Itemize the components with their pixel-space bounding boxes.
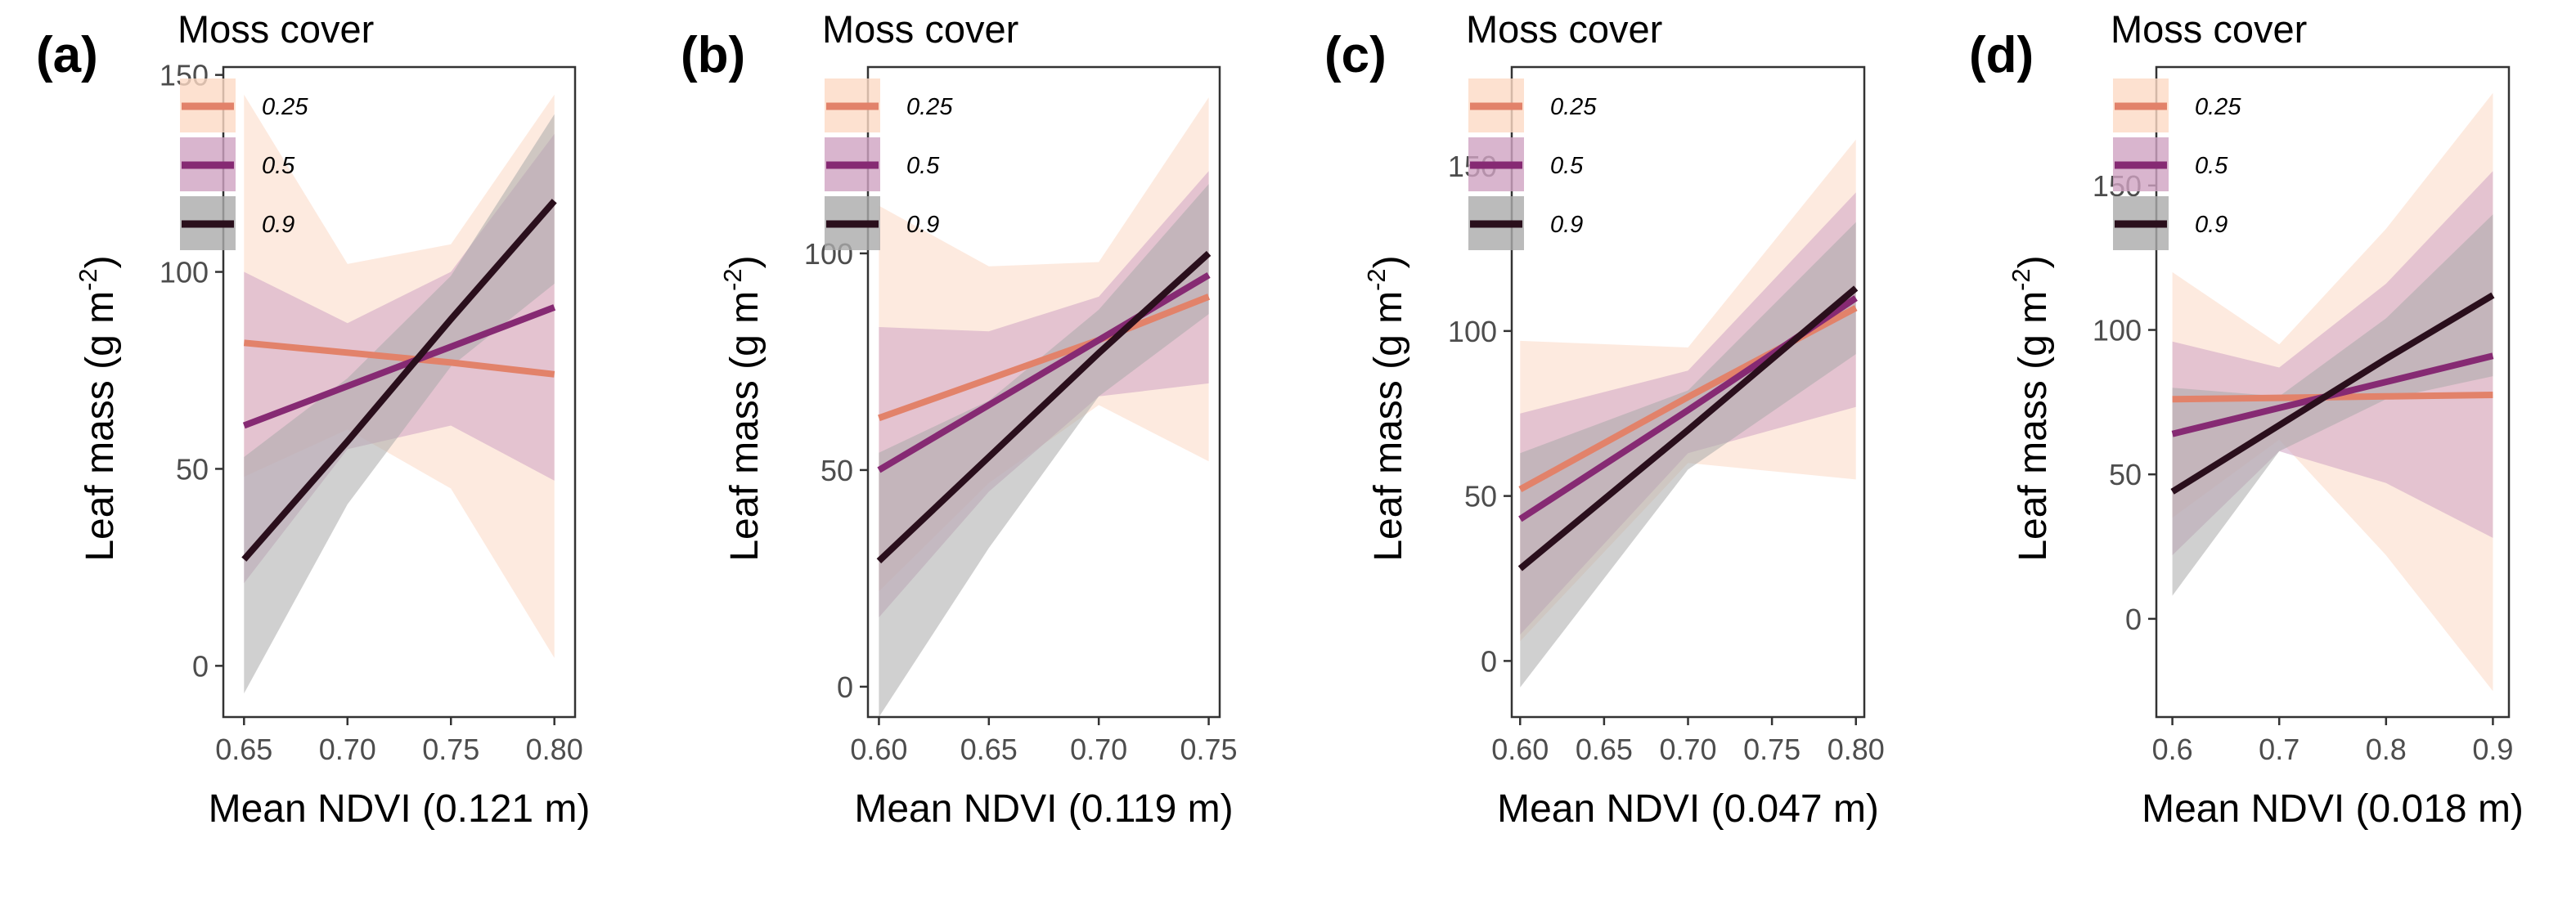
y-tick-label: 100	[2093, 314, 2142, 347]
y-axis-title: Leaf mass (g m-2)	[74, 255, 122, 561]
x-tick-label: 0.65	[960, 733, 1018, 766]
series-line-0.25	[878, 294, 1211, 422]
y-tick-label: 0	[192, 649, 209, 683]
plot-frame	[2155, 65, 2511, 719]
legend-title: Moss cover	[178, 7, 374, 51]
x-tick-label: 0.75	[1180, 733, 1238, 766]
legend-label-0.25: 0.25	[1550, 94, 1597, 120]
x-tick-label: 0.70	[1659, 733, 1716, 766]
panel-label: (b)	[681, 27, 745, 83]
panel-label: (d)	[1969, 27, 2034, 83]
series-line-0.9	[1517, 285, 1859, 572]
plot-frame	[866, 65, 1221, 719]
x-tick-label: 0.70	[319, 733, 376, 766]
legend-label-0.5: 0.5	[906, 153, 940, 179]
y-axis-title-close: )	[79, 255, 122, 268]
x-tick-label: 0.75	[422, 733, 479, 766]
y-axis-title-superscript: -2	[1362, 268, 1391, 291]
y-tick-label: 0	[837, 670, 853, 704]
x-tick-label: 0.9	[2472, 733, 2513, 766]
legend-label-0.9: 0.9	[906, 212, 939, 238]
y-axis-title-text: Leaf mass (g m	[79, 291, 122, 562]
y-tick-label: 50	[820, 454, 853, 487]
y-tick-label: 100	[1448, 315, 1497, 348]
legend-title: Moss cover	[822, 7, 1018, 51]
legend-title: Moss cover	[1466, 7, 1662, 51]
y-tick-label: 50	[1464, 480, 1497, 513]
legend-label-0.25: 0.25	[262, 94, 308, 120]
x-tick-label: 0.65	[215, 733, 272, 766]
series-line-0.25	[243, 339, 555, 378]
series-line-0.9	[241, 199, 557, 562]
x-axis-title: Mean NDVI (0.119 m)	[854, 787, 1233, 831]
legend-label-0.9: 0.9	[2195, 212, 2228, 238]
y-axis-title-superscript: -2	[718, 268, 747, 291]
plot-area	[241, 94, 557, 694]
y-axis-title-text: Leaf mass (g m	[1367, 291, 1410, 562]
panel-label: (a)	[36, 27, 98, 83]
legend-label-0.25: 0.25	[906, 94, 953, 120]
legend-title: Moss cover	[2111, 7, 2307, 51]
x-axis-title: Mean NDVI (0.018 m)	[2142, 787, 2524, 831]
x-tick-label: 0.80	[526, 733, 583, 766]
y-axis-title-close: )	[2012, 255, 2055, 268]
legend-label-0.5: 0.5	[1550, 153, 1584, 179]
ribbon-0.9	[879, 184, 1209, 717]
legend: Moss cover 0.25 0.5 0.9	[178, 7, 374, 250]
legend-label-0.5: 0.5	[2195, 153, 2228, 179]
y-axis-title-superscript: -2	[74, 268, 102, 291]
series-line-0.5	[242, 304, 556, 429]
x-tick-label: 0.8	[2366, 733, 2407, 766]
plot-frame	[222, 65, 577, 719]
y-tick-label: 0	[1481, 644, 1497, 678]
series-line-0.9	[876, 250, 1212, 564]
panel-label: (c)	[1324, 27, 1387, 83]
legend-label-0.5: 0.5	[262, 153, 295, 179]
plot-area	[2170, 92, 2495, 692]
ribbon-0.9	[1520, 222, 1856, 688]
legend: Moss cover 0.25 0.5 0.9	[822, 7, 1018, 250]
legend: Moss cover 0.25 0.5 0.9	[2111, 7, 2307, 250]
y-tick-label: 50	[2109, 458, 2142, 491]
y-axis-title-text: Leaf mass (g m	[723, 291, 767, 562]
legend-label-0.25: 0.25	[2195, 94, 2241, 120]
y-tick-label: 100	[160, 256, 209, 289]
x-tick-label: 0.80	[1827, 733, 1885, 766]
y-axis-title: Leaf mass (g m-2)	[2007, 255, 2055, 561]
x-tick-label: 0.60	[1491, 733, 1549, 766]
y-axis-title: Leaf mass (g m-2)	[1362, 255, 1410, 561]
ribbon-0.9	[244, 114, 555, 694]
x-tick-label: 0.60	[850, 733, 907, 766]
y-axis-title-text: Leaf mass (g m	[2012, 291, 2055, 562]
y-axis-title-close: )	[723, 255, 767, 268]
plot-area	[1517, 139, 1859, 688]
plot-area	[876, 97, 1212, 717]
x-axis-title: Mean NDVI (0.047 m)	[1497, 787, 1879, 831]
x-tick-label: 0.70	[1070, 733, 1127, 766]
legend: Moss cover 0.25 0.5 0.9	[1466, 7, 1662, 250]
x-tick-label: 0.6	[2152, 733, 2193, 766]
legend-label-0.9: 0.9	[1550, 212, 1583, 238]
x-tick-label: 0.75	[1743, 733, 1801, 766]
x-axis-title: Mean NDVI (0.121 m)	[209, 787, 591, 831]
y-tick-label: 0	[2125, 603, 2142, 636]
x-tick-label: 0.65	[1576, 733, 1633, 766]
y-axis-title-close: )	[1367, 255, 1410, 268]
x-tick-label: 0.7	[2259, 733, 2300, 766]
y-axis-title: Leaf mass (g m-2)	[718, 255, 767, 561]
y-axis-title-superscript: -2	[2007, 268, 2035, 291]
y-tick-label: 50	[176, 452, 209, 486]
ribbon-0.9	[2172, 214, 2493, 596]
series-line-0.9	[2170, 292, 2495, 495]
legend-label-0.9: 0.9	[262, 212, 294, 238]
